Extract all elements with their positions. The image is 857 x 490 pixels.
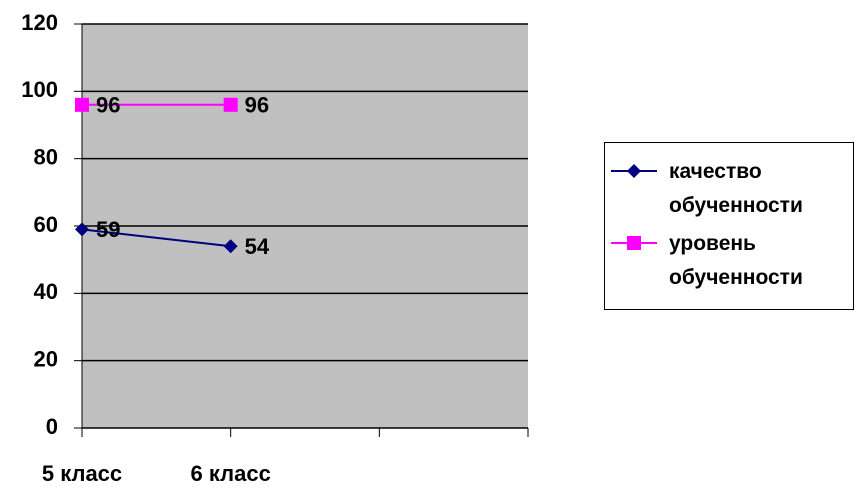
x-tick-label: 6 класс	[191, 461, 271, 486]
marker	[223, 97, 238, 112]
y-tick-label: 120	[21, 10, 58, 35]
legend-swatch	[611, 236, 657, 250]
data-label: 96	[96, 93, 120, 118]
y-tick-label: 100	[21, 77, 58, 102]
y-tick-label: 20	[34, 346, 58, 371]
marker	[75, 97, 89, 112]
marker	[75, 222, 89, 237]
data-label: 54	[245, 234, 270, 259]
x-tick-label: 5 класс	[42, 461, 122, 486]
y-tick-label: 40	[34, 279, 58, 304]
series-line	[81, 228, 231, 248]
legend: качество обученности уровень обученности	[604, 142, 854, 310]
marker	[223, 239, 238, 254]
y-tick-label: 60	[34, 212, 58, 237]
legend-entry: качество обученности	[611, 155, 853, 223]
legend-entry: уровень обученности	[611, 227, 853, 295]
marker	[627, 164, 641, 178]
y-tick-label: 80	[34, 144, 58, 169]
data-label: 59	[96, 217, 120, 242]
data-label: 96	[245, 93, 269, 118]
y-tick-label: 0	[46, 414, 58, 439]
legend-label: уровень обученности	[669, 232, 803, 289]
marker	[627, 236, 641, 250]
legend-swatch	[611, 164, 657, 178]
legend-label: качество обученности	[669, 160, 803, 217]
